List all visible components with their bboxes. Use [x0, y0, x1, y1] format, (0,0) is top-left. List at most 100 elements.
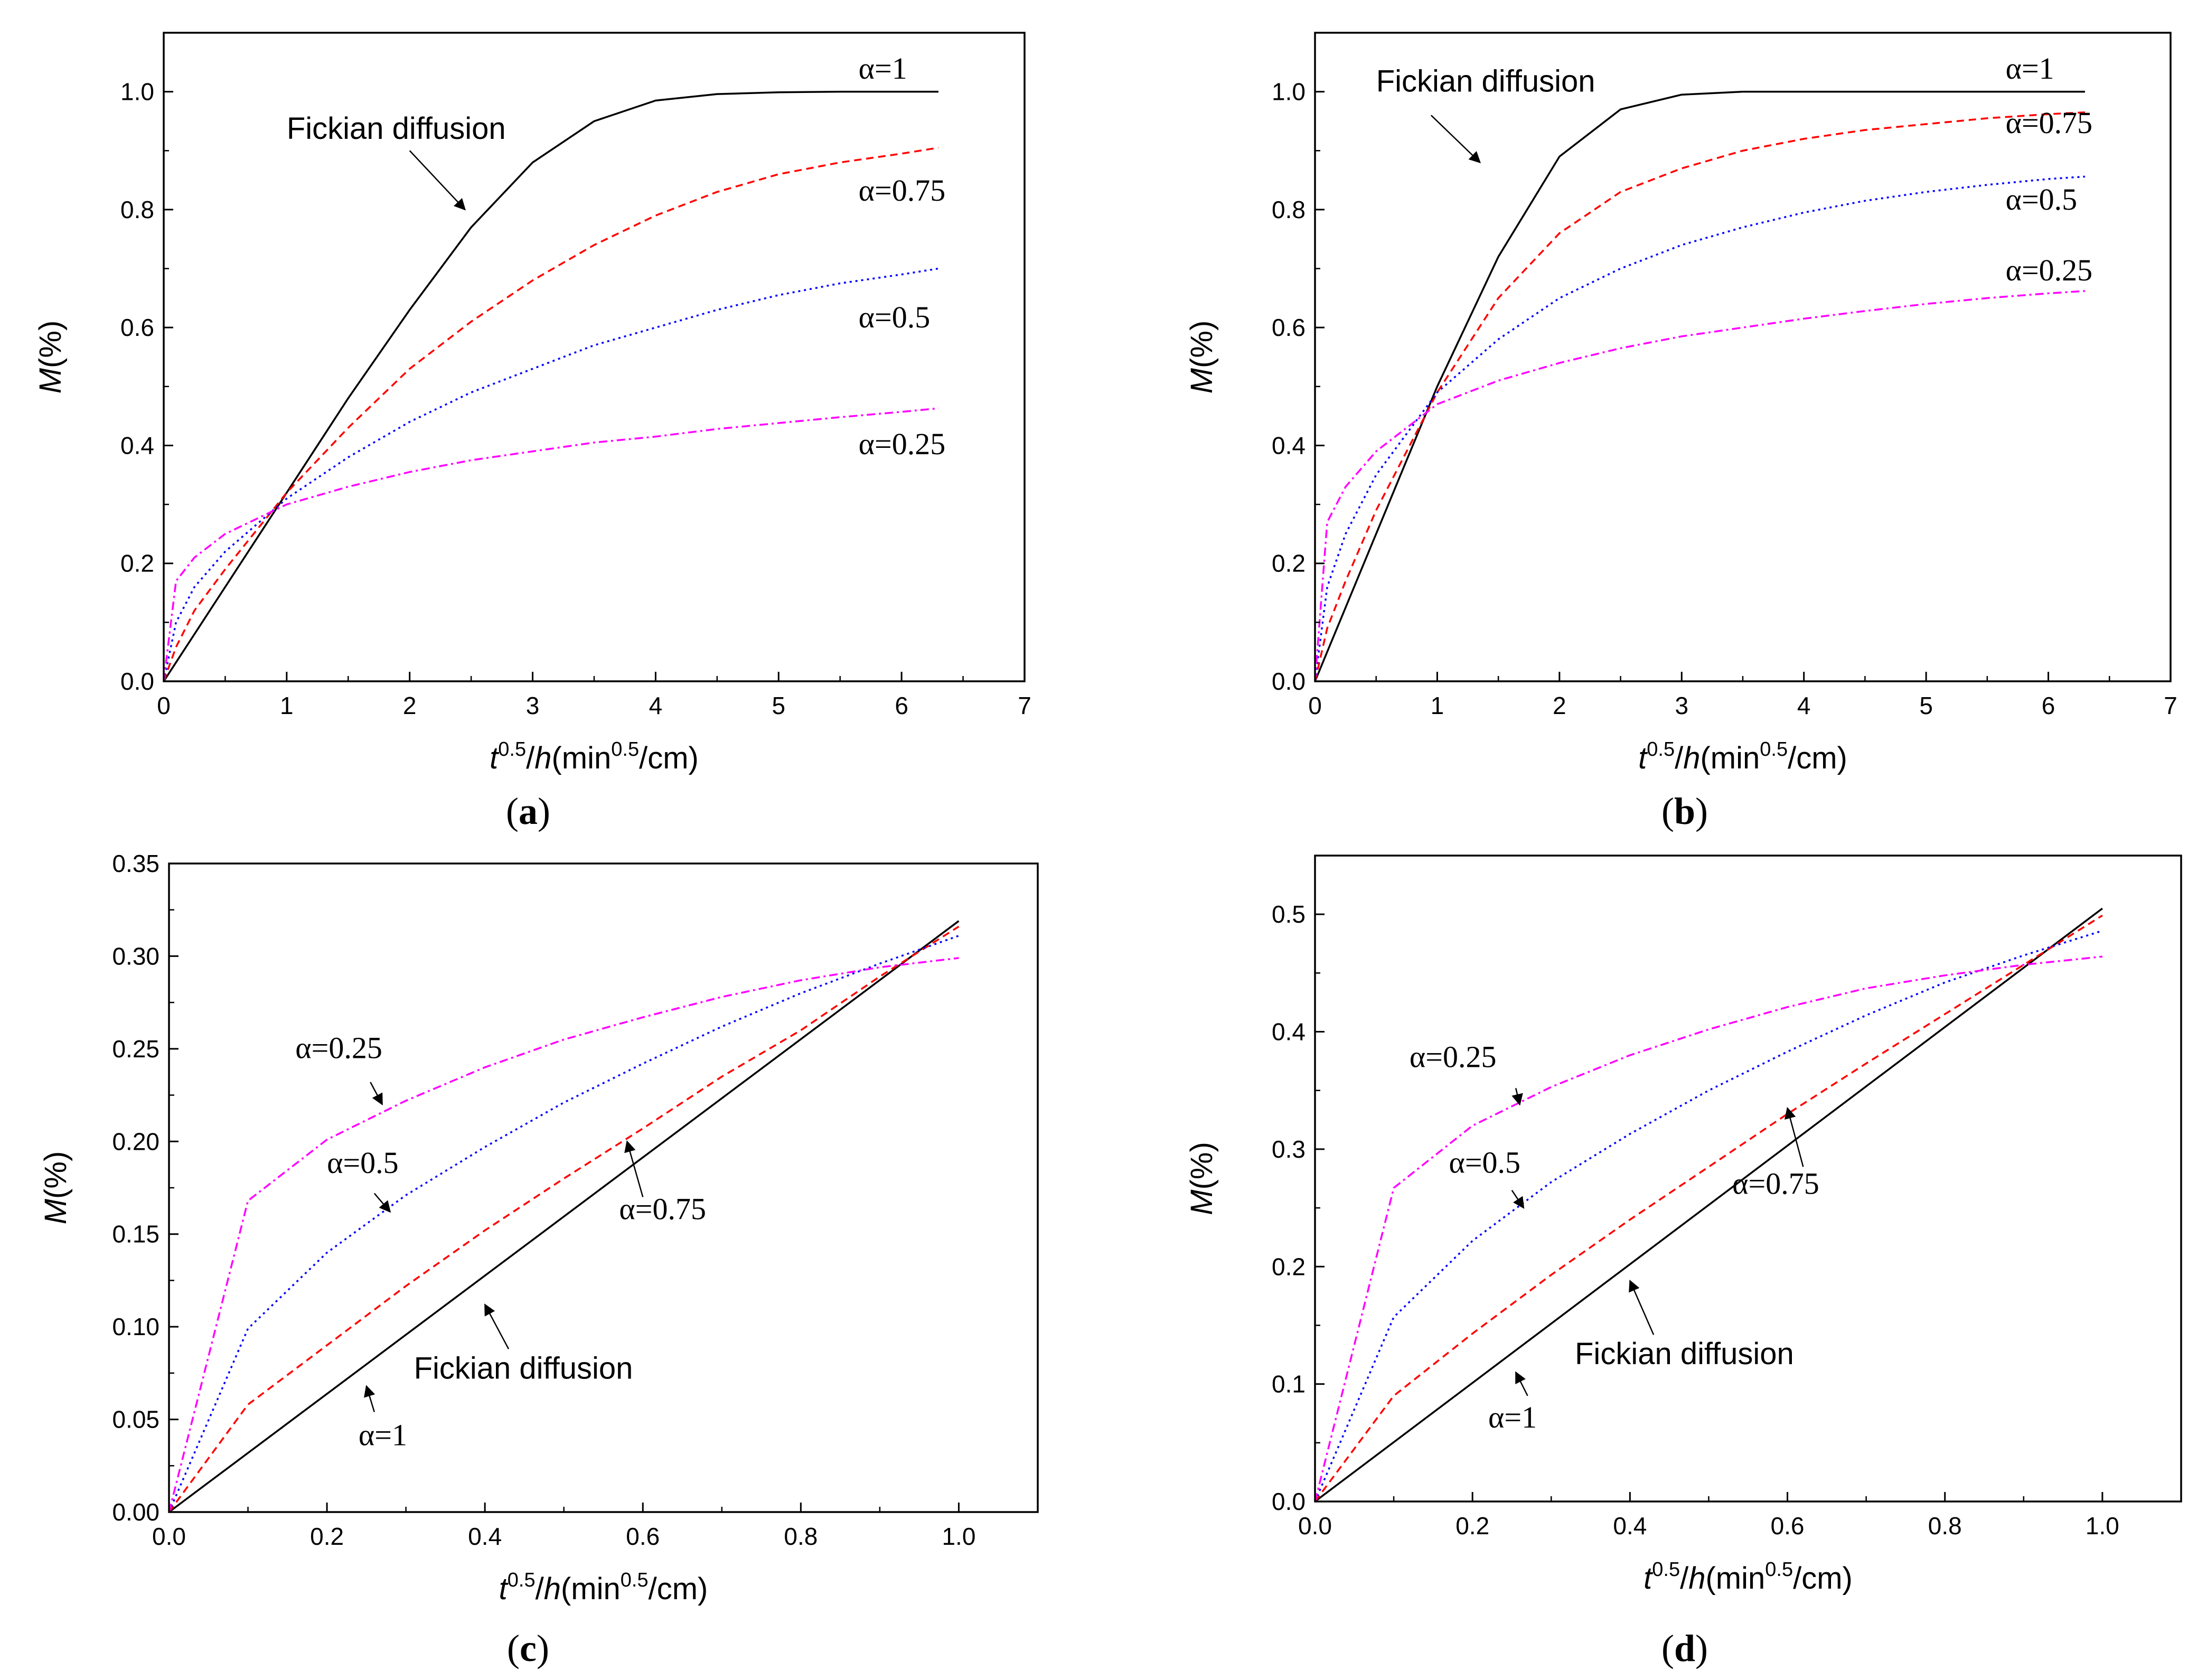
annotation-label: α=1	[2006, 51, 2054, 86]
y-tick-label: 0.0	[1272, 668, 1306, 695]
x-tick-label: 5	[1919, 692, 1933, 719]
series-line-4	[169, 957, 959, 1512]
series-group	[1315, 907, 2103, 1501]
annotation-label: α=1	[859, 51, 907, 86]
annotation-label: Fickian diffusion	[414, 1351, 633, 1385]
annotation-label: α=0.5	[2006, 182, 2078, 217]
series-line-2	[169, 925, 960, 1512]
series-line-3	[169, 935, 960, 1512]
y-tick-label: 1.0	[120, 78, 154, 106]
x-axis-title: t0.5/h(min0.5/cm)	[1643, 1559, 1853, 1595]
y-tick-label: 0.4	[1272, 1018, 1306, 1046]
y-tick-label: 0.0	[1272, 1488, 1306, 1515]
series-group	[164, 90, 939, 681]
x-tick-label: 0	[157, 692, 171, 719]
annotation-arrow	[409, 150, 466, 211]
panel-label: (c)	[507, 1627, 549, 1669]
x-tick-label: 7	[1018, 692, 1031, 719]
annotation-arrow	[364, 1385, 375, 1412]
y-axis-title: M(%)	[39, 1151, 73, 1225]
x-tick-label: 3	[1675, 692, 1688, 719]
x-tick-label: 6	[2042, 692, 2055, 719]
x-tick-label: 1.0	[2086, 1512, 2119, 1540]
x-tick-label: 3	[526, 692, 540, 719]
series-line-4	[1315, 955, 2103, 1501]
x-tick-label: 0.6	[626, 1523, 660, 1550]
x-tick-label: 1.0	[942, 1523, 975, 1550]
annotation-label: Fickian diffusion	[1376, 64, 1595, 99]
annotation-label: α=0.75	[1732, 1166, 1819, 1200]
y-axis-title: M(%)	[1185, 1142, 1219, 1215]
series-line-1	[169, 920, 960, 1512]
panel-label: (a)	[506, 790, 550, 832]
x-tick-label: 0.0	[1298, 1512, 1332, 1540]
x-axis-title: t0.5/h(min0.5/cm)	[499, 1569, 708, 1606]
series-line-1	[1315, 907, 2103, 1501]
y-tick-label: 0.2	[120, 550, 154, 577]
annotation-label: α=0.5	[1449, 1145, 1520, 1179]
panel-label: (b)	[1661, 790, 1708, 832]
y-tick-label: 0.1	[1272, 1371, 1306, 1398]
annotation-label: α=0.75	[859, 173, 946, 208]
x-tick-label: 6	[895, 692, 908, 719]
y-tick-label: 0.15	[112, 1221, 159, 1248]
y-tick-label: 0.6	[1272, 314, 1306, 341]
chart-panel-3: 0.0 0.2 0.4 0.6 0.8 1.0 0.00 0.05 0.10 0.15 0.20 0.…	[39, 850, 1039, 1669]
x-tick-label: 0.0	[152, 1523, 186, 1550]
x-axis-title: t0.5/h(min0.5/cm)	[490, 738, 699, 775]
annotation-arrow	[1430, 115, 1481, 164]
series-line-3	[1315, 175, 2086, 681]
x-tick-label: 0.2	[310, 1523, 344, 1550]
series-line-2	[1315, 111, 2086, 681]
y-tick-label: 0.05	[112, 1406, 159, 1433]
annotation-arrow	[1515, 1371, 1528, 1396]
series-line-4	[1315, 290, 2086, 681]
y-tick-label: 0.8	[1272, 196, 1306, 223]
chart-panel-1: 0 1 2 3 4 5 6 7 0.0 0.2 0.4 0.6 0.8 1.0 t0.5/h(min0.5/…	[33, 32, 1031, 832]
y-tick-label: 0.6	[120, 314, 154, 341]
chart-panel-4: 0.0 0.2 0.4 0.6 0.8 1.0 0.0 0.1 0.2 0.3 0.4 0.5 t0.5…	[1185, 855, 2182, 1669]
x-tick-label: 1	[1431, 692, 1444, 719]
x-tick-label: 0.6	[1771, 1512, 1805, 1540]
annotation-label: α=0.25	[295, 1030, 382, 1065]
series-line-2	[1315, 914, 2103, 1501]
x-tick-label: 0.4	[1613, 1512, 1647, 1540]
x-tick-label: 0.4	[468, 1523, 502, 1550]
y-tick-label: 0.25	[112, 1035, 159, 1063]
y-tick-label: 0.3	[1272, 1135, 1306, 1163]
y-axis-title: M(%)	[33, 321, 68, 394]
y-tick-label: 0.20	[112, 1128, 159, 1155]
x-tick-label: 4	[649, 692, 663, 719]
y-tick-label: 0.5	[1272, 900, 1306, 928]
y-tick-label: 0.2	[1272, 550, 1306, 577]
y-tick-label: 0.00	[112, 1498, 159, 1526]
series-line-2	[164, 146, 939, 681]
annotation-arrow	[1785, 1106, 1804, 1167]
series-group	[1315, 90, 2086, 681]
annotation-arrow	[484, 1303, 510, 1349]
y-tick-label: 0.30	[112, 942, 159, 970]
series-group	[169, 920, 960, 1512]
x-tick-label: 7	[2164, 692, 2177, 719]
annotation-label: α=0.75	[2006, 106, 2093, 140]
x-tick-label: 4	[1797, 692, 1811, 719]
x-tick-label: 5	[772, 692, 785, 719]
y-tick-label: 0.8	[120, 196, 154, 223]
annotation-arrow	[1511, 1087, 1523, 1106]
y-tick-label: 0.4	[120, 431, 154, 459]
x-tick-label: 2	[1553, 692, 1566, 719]
panel-label: (d)	[1661, 1627, 1708, 1669]
y-tick-label: 0.4	[1272, 431, 1306, 459]
x-tick-label: 0.2	[1455, 1512, 1489, 1540]
annotation-label: α=0.75	[619, 1192, 706, 1226]
y-tick-label: 0.35	[112, 850, 159, 877]
series-line-3	[1315, 930, 2103, 1501]
y-tick-label: 0.10	[112, 1313, 159, 1340]
plot-frame	[1314, 855, 2182, 1503]
y-tick-label: 1.0	[1272, 78, 1306, 106]
x-axis-title: t0.5/h(min0.5/cm)	[1638, 738, 1847, 775]
series-line-3	[164, 267, 939, 681]
chart-panel-2: 0 1 2 3 4 5 6 7 0.0 0.2 0.4 0.6 0.8 1.0 t0.5/h(min0.5/…	[1185, 32, 2177, 832]
x-tick-label: 2	[403, 692, 417, 719]
annotation-label: α=0.25	[859, 427, 946, 461]
